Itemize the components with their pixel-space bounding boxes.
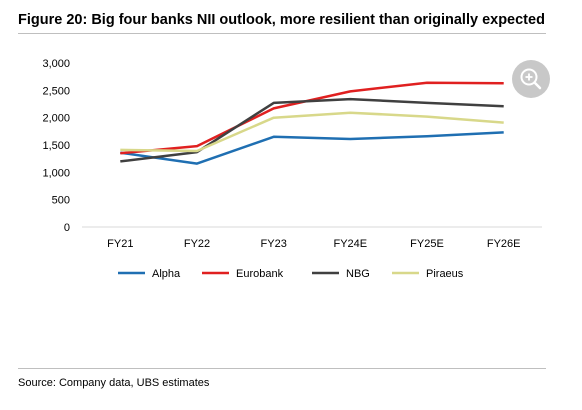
y-tick-label: 3,000	[42, 58, 70, 70]
title-divider	[18, 33, 546, 34]
series-line-piraeus	[120, 111, 504, 153]
y-tick-label: 1,000	[42, 167, 70, 179]
x-tick-label: FY22	[184, 238, 210, 250]
legend-label-nbg: NBG	[346, 268, 370, 280]
series-line-alpha	[120, 131, 504, 165]
source-note: Source: Company data, UBS estimates	[18, 377, 210, 389]
x-tick-label: FY21	[107, 238, 133, 250]
zoom-in-icon	[520, 68, 542, 90]
legend-label-eurobank: Eurobank	[236, 268, 284, 280]
legend: Alpha Eurobank NBG Piraeus	[118, 268, 464, 280]
x-tick-label: FY23	[261, 238, 287, 250]
series-lines	[120, 81, 504, 165]
series-line-nbg	[120, 97, 504, 163]
chart-title: Figure 20: Big four banks NII outlook, m…	[18, 12, 545, 28]
footer-divider	[18, 368, 546, 369]
legend-label-alpha: Alpha	[152, 268, 181, 280]
zoom-button[interactable]	[512, 60, 550, 98]
x-tick-label: FY25E	[410, 238, 444, 250]
x-tick-label: FY26E	[487, 238, 521, 250]
legend-label-piraeus: Piraeus	[426, 268, 464, 280]
x-tick-label: FY24E	[334, 238, 368, 250]
y-tick-label: 2,000	[42, 113, 70, 125]
x-axis-tick-labels: FY21 FY22 FY23 FY24E FY25E FY26E	[107, 238, 520, 250]
y-tick-label: 500	[52, 195, 70, 207]
y-axis-tick-labels: 0 500 1,000 1,500 2,000 2,500 3,000	[42, 58, 70, 234]
y-tick-label: 1,500	[42, 140, 70, 152]
y-tick-label: 0	[64, 222, 70, 234]
y-tick-label: 2,500	[42, 85, 70, 97]
